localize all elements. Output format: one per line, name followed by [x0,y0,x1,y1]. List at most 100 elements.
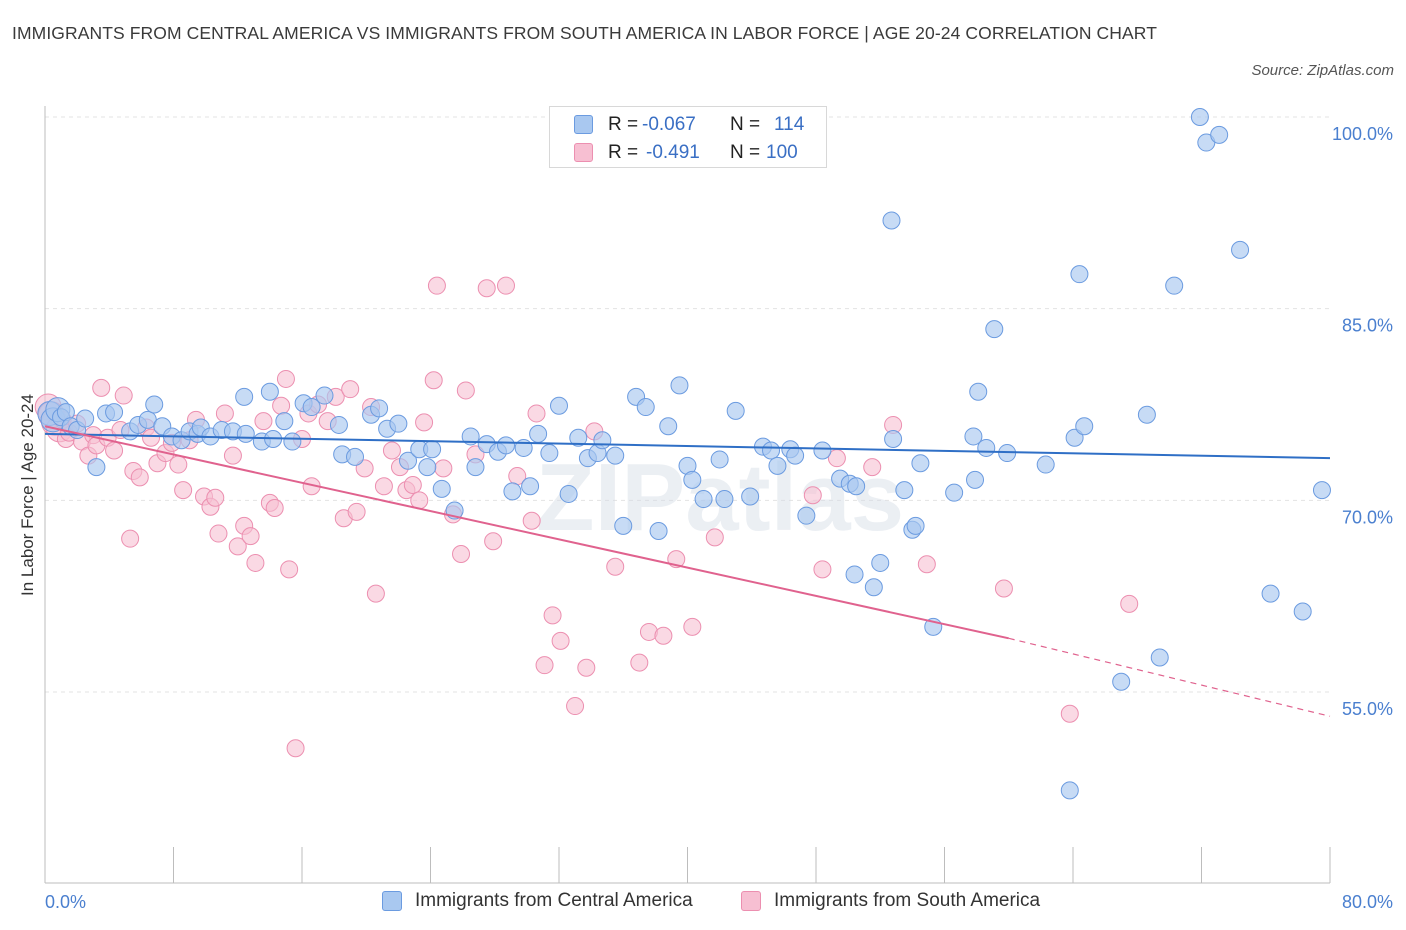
stats-legend: R = -0.067 N = 114 R = -0.491 N = 100 [549,106,827,168]
central-america-point [593,431,612,450]
y-tick-label: 100.0% [1332,124,1393,144]
central-america-point [969,382,988,401]
r-value: -0.067 [642,114,696,135]
south-america-point [415,413,434,432]
south-america-point [917,555,936,574]
r-value: -0.491 [646,142,700,163]
south-america-point [994,579,1013,598]
south-america-point [374,477,393,496]
r-label: R = [608,114,639,135]
central-america-point [559,484,578,503]
south-america-point [551,631,570,650]
central-america-point [105,403,124,422]
central-america-point [540,444,559,463]
south-america-point [543,606,562,625]
central-america-point [882,211,901,230]
central-america-point [370,399,389,418]
central-america-point [741,487,760,506]
south-america-point [683,617,702,636]
n-label: N = [730,142,761,163]
south-america-point [215,404,234,423]
central-america-point [906,516,925,535]
south-america-point [265,499,284,517]
south-america-point [105,441,124,460]
source-label: Source: ZipAtlas.com [1251,62,1394,79]
south-america-point [276,369,295,388]
south-america-point [403,476,422,494]
central-america-point [418,458,437,477]
central-america-point [649,522,668,540]
central-america-point [864,578,883,597]
south-america-point [630,653,649,672]
central-america-point [945,483,964,502]
south-america-point [254,412,273,431]
south-america-point [452,545,471,563]
n-value: 100 [766,142,798,163]
south-america-point [522,511,541,530]
south-america-point [813,560,832,579]
south-america-point [484,532,503,551]
central-america-point [466,458,485,477]
central-america-point [550,396,568,415]
central-america-point [659,417,678,436]
south-america-point [427,276,446,295]
south-america-point [863,458,882,477]
central-america-point [964,427,983,446]
central-america-point [302,398,321,417]
series-legend: Immigrants from Central America Immigran… [0,888,1406,916]
south-america-point [347,502,366,521]
south-america-point [434,459,453,478]
central-america-point [503,482,522,501]
south-america-point [366,584,385,603]
central-america-point [1231,240,1250,259]
central-america-point [694,490,713,509]
south-america-point [246,553,265,572]
central-america-point [315,386,334,405]
central-america-point [977,438,996,457]
central-america-point [1065,428,1084,447]
central-america-point [236,424,255,443]
central-america-point [1060,781,1079,800]
south-america-point [606,557,625,576]
south-america-point [355,459,374,478]
south-america-point [566,697,585,716]
central-america-point [529,424,548,443]
central-america-point [726,401,745,420]
central-america-point [636,398,655,417]
central-america-point [1075,417,1094,436]
central-america-point [715,490,734,509]
trend-lines [44,425,1331,717]
central-america-point [606,446,625,465]
central-america-point [797,506,816,525]
central-america-points [37,108,1331,800]
stats-row-south-america: R = -0.491 N = 100 [550,140,826,166]
central-america-point [614,516,633,535]
central-america-point [346,447,365,466]
south-america-point [142,428,161,447]
central-america-point [966,470,985,489]
central-america-point [1036,455,1055,474]
south-america-point [169,455,188,474]
south-america-point [424,371,443,390]
central-america-point [496,436,515,455]
pink-swatch [574,143,593,162]
central-america-point [1312,481,1331,500]
south-america-point [228,537,247,556]
south-america-point [206,488,225,507]
central-america-point [432,479,451,498]
x-tick-label-max: 80.0% [1342,892,1393,912]
central-america-point [786,446,805,465]
central-america-point [329,415,348,434]
central-america-point [260,382,279,401]
central-america-point [1070,265,1089,284]
n-value: 114 [774,114,805,135]
x-tick-labels: 0.0% 80.0% [45,892,1393,912]
south-america-point [382,441,401,460]
central-america-point [235,387,254,406]
central-america-point [845,565,864,584]
south-america-point [803,486,822,505]
central-america-point [569,428,588,447]
y-tick-label: 85.0% [1342,316,1393,336]
central-america-point [461,427,480,446]
central-america-point [145,395,164,414]
